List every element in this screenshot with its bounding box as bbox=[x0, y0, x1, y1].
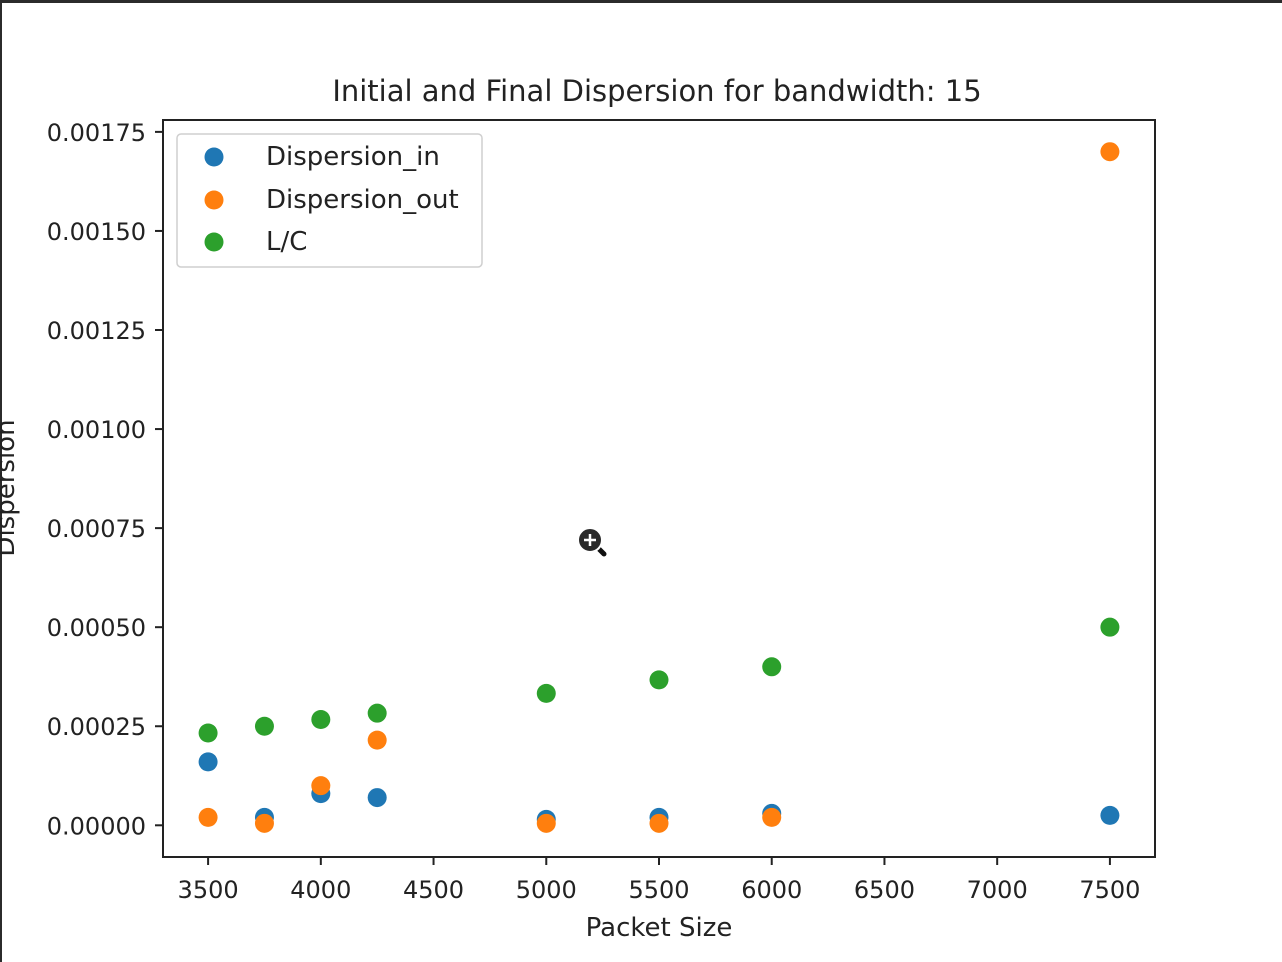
series-1 bbox=[198, 142, 1120, 833]
data-point bbox=[198, 807, 218, 827]
x-tick-label: 5500 bbox=[628, 876, 689, 904]
y-tick-label: 0.00025 bbox=[47, 713, 146, 741]
data-point bbox=[1100, 805, 1120, 825]
x-tick-label: 4000 bbox=[290, 876, 351, 904]
legend: Dispersion_in Dispersion_out L/C bbox=[176, 133, 483, 268]
legend-marker bbox=[204, 232, 224, 252]
x-axis: 3500 4000 4500 5000 5500 6000 6500 7000 7500 bbox=[178, 857, 1140, 904]
y-tick-label: 0.00175 bbox=[47, 119, 146, 147]
x-tick-label: 7500 bbox=[1079, 876, 1140, 904]
data-point bbox=[367, 703, 387, 723]
data-point bbox=[311, 776, 331, 796]
data-point bbox=[311, 710, 331, 730]
legend-marker bbox=[204, 147, 224, 167]
series-2 bbox=[198, 617, 1120, 743]
data-point bbox=[367, 788, 387, 808]
x-tick-label: 3500 bbox=[178, 876, 239, 904]
x-axis-label: Packet Size bbox=[586, 913, 733, 943]
data-point bbox=[536, 683, 556, 703]
data-point bbox=[649, 670, 669, 690]
y-axis-label: Dispersion bbox=[0, 419, 21, 556]
data-point bbox=[367, 730, 387, 750]
y-tick-label: 0.00150 bbox=[47, 218, 146, 246]
data-points bbox=[198, 142, 1120, 833]
legend-label: Dispersion_out bbox=[266, 185, 459, 215]
x-tick-label: 4500 bbox=[403, 876, 464, 904]
data-point bbox=[762, 807, 782, 827]
y-axis: 0.00000 0.00025 0.00050 0.00075 0.00100 0.001… bbox=[47, 119, 163, 840]
data-point bbox=[536, 813, 556, 833]
y-tick-label: 0.00075 bbox=[47, 515, 146, 543]
data-point bbox=[254, 716, 274, 736]
legend-label: Dispersion_in bbox=[266, 142, 440, 172]
x-tick-label: 5000 bbox=[516, 876, 577, 904]
y-tick-label: 0.00125 bbox=[47, 317, 146, 345]
zoom-in-cursor-icon bbox=[577, 527, 607, 557]
data-point bbox=[649, 813, 669, 833]
x-tick-label: 6500 bbox=[854, 876, 915, 904]
legend-marker bbox=[204, 190, 224, 210]
data-point bbox=[1100, 617, 1120, 637]
data-point bbox=[762, 657, 782, 677]
y-tick-label: 0.00100 bbox=[47, 416, 146, 444]
data-point bbox=[198, 723, 218, 743]
data-point bbox=[1100, 142, 1120, 162]
legend-box bbox=[176, 133, 483, 268]
data-point bbox=[198, 752, 218, 772]
x-tick-label: 7000 bbox=[967, 876, 1028, 904]
chart-title: Initial and Final Dispersion for bandwid… bbox=[332, 74, 981, 108]
data-point bbox=[254, 813, 274, 833]
x-tick-label: 6000 bbox=[741, 876, 802, 904]
y-tick-label: 0.00050 bbox=[47, 614, 146, 642]
legend-label: L/C bbox=[266, 227, 307, 257]
y-tick-label: 0.00000 bbox=[47, 812, 146, 840]
